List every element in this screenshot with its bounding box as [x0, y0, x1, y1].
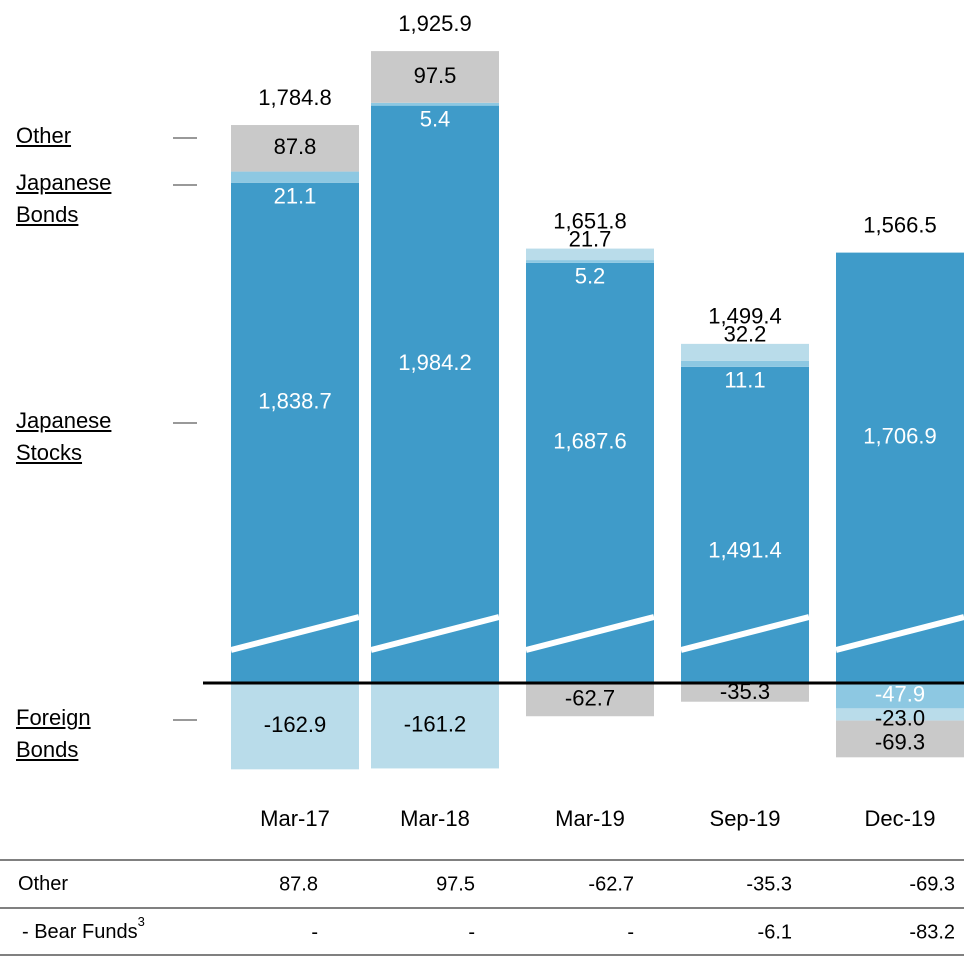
table-cell: -	[468, 921, 475, 943]
data-label: -162.9	[264, 712, 326, 737]
bar-segment	[371, 683, 499, 769]
row-label: Other	[18, 873, 68, 895]
data-label: 5.4	[420, 106, 451, 131]
bar-segment	[526, 260, 654, 263]
data-label: 11.1	[724, 368, 765, 393]
bar-segment	[836, 252, 964, 683]
table-cell: 87.8	[279, 873, 318, 895]
data-label: -69.3	[875, 730, 925, 755]
bar-segment	[231, 182, 359, 683]
x-tick-label: Mar-17	[260, 806, 330, 831]
axis-break	[525, 614, 655, 653]
bar-segment	[371, 51, 499, 103]
data-label: 87.8	[274, 134, 317, 159]
x-tick-label: Sep-19	[710, 806, 781, 831]
data-label: 1,687.6	[553, 429, 626, 454]
data-label: 1,838.7	[258, 389, 331, 414]
table-cell: -62.7	[588, 873, 634, 895]
bar-segment	[231, 125, 359, 172]
total-label: 1,651.8	[553, 208, 626, 233]
bar-segment	[836, 720, 964, 758]
legend-label: Japanese Bonds	[16, 170, 112, 227]
legend-label: Other	[16, 123, 72, 148]
data-label: -23.0	[875, 706, 925, 731]
bar-segment	[231, 683, 359, 770]
row-label-text: Other	[18, 873, 68, 895]
bar-segment	[526, 683, 654, 717]
data-label: 1,491.4	[708, 538, 781, 563]
data-label: 21.1	[274, 184, 317, 209]
table-cell: -	[311, 921, 318, 943]
axis-break	[370, 614, 500, 653]
data-label: 97.5	[414, 63, 457, 88]
bar-segment	[526, 262, 654, 683]
table-cell: -	[627, 921, 634, 943]
data-label: 5.2	[575, 264, 606, 289]
total-label: 1,499.4	[708, 304, 781, 329]
bar-segment	[836, 708, 964, 721]
bar-segment	[836, 683, 964, 709]
table-cell: 97.5	[436, 873, 475, 895]
table-cell: -6.1	[758, 921, 792, 943]
bar-segment	[681, 360, 809, 367]
data-label: 1,706.9	[863, 424, 936, 449]
legend-label: Japanese Stocks	[16, 408, 112, 465]
data-label: -47.9	[875, 682, 925, 707]
data-label: -62.7	[565, 685, 615, 710]
x-tick-label: Dec-19	[865, 806, 936, 831]
bar-segment	[681, 366, 809, 683]
legend-label: Foreign Bonds	[16, 705, 91, 762]
row-label-text: - Bear Funds	[22, 921, 138, 943]
bar-segment	[231, 171, 359, 183]
total-label: 1,784.8	[258, 85, 331, 110]
table-cell: -83.2	[909, 921, 955, 943]
footnote-mark: 3	[138, 914, 145, 929]
bar-segment	[681, 683, 809, 702]
data-label: 32.2	[724, 322, 767, 347]
x-tick-label: Mar-18	[400, 806, 470, 831]
axis-break	[835, 614, 964, 653]
bar-segment	[526, 248, 654, 261]
total-label: 1,566.5	[863, 212, 936, 237]
x-tick-label: Mar-19	[555, 806, 625, 831]
axis-break	[680, 614, 810, 653]
data-label: 1,984.2	[398, 350, 471, 375]
table-cell: -35.3	[746, 873, 792, 895]
bar-segment	[371, 105, 499, 683]
data-label: 21.7	[569, 226, 612, 251]
data-label: -161.2	[404, 712, 466, 737]
axis-break	[230, 614, 360, 653]
total-label: 1,925.9	[398, 11, 471, 36]
bar-segment	[681, 343, 809, 361]
table-cell: -69.3	[909, 873, 955, 895]
row-label: - Bear Funds3	[22, 914, 145, 943]
bar-segment	[371, 102, 499, 106]
